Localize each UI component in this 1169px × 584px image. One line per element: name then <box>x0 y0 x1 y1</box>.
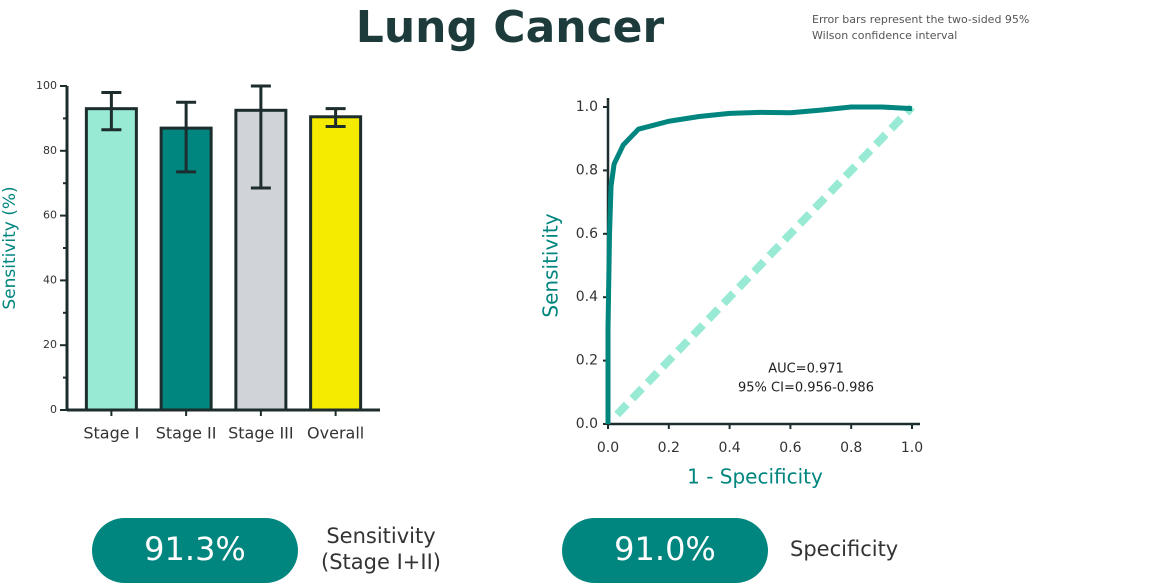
error-bar <box>101 90 122 132</box>
y-tick-label: 0.8 <box>576 162 598 178</box>
error-bar <box>176 100 197 174</box>
x-tick-label: 1.0 <box>901 440 923 456</box>
stat-value: 91.0% <box>614 530 716 568</box>
y-tick-label: 40 <box>43 273 57 286</box>
x-tick-label: Stage II <box>156 424 217 443</box>
stat-pill <box>562 518 768 583</box>
annotation: 95% CI=0.956-0.986 <box>738 381 874 396</box>
y-tick-label: 60 <box>43 209 57 222</box>
title: Lung Cancer <box>356 2 665 53</box>
stat-pill <box>92 518 298 583</box>
note: Error bars represent the two-sided 95% W… <box>812 13 1030 42</box>
stat-label: (Stage I+II) <box>321 550 441 574</box>
annotation: AUC=0.971 <box>768 362 844 377</box>
x-tick-label: Overall <box>307 424 364 443</box>
x-tick-label: 0.0 <box>597 440 619 456</box>
y-tick-label: 100 <box>36 79 57 92</box>
x-tick-label: Stage I <box>83 424 139 443</box>
y-axis-label: Sensitivity (%) <box>0 186 20 309</box>
stat-label: Specificity <box>790 537 898 561</box>
error-bar <box>325 107 346 128</box>
x-tick-label: 0.6 <box>779 440 801 456</box>
stat-value: 91.3% <box>144 530 246 568</box>
y-tick-label: 80 <box>43 144 57 157</box>
stat-label: Sensitivity <box>326 524 435 548</box>
x-axis-label: 1 - Specificity <box>687 465 823 489</box>
y-tick-label: 1.0 <box>576 99 598 115</box>
x-tick-label: 0.8 <box>840 440 862 456</box>
x-tick-label: Stage III <box>228 424 293 443</box>
y-tick-label: 20 <box>43 338 57 351</box>
y-tick-label: 0.4 <box>576 289 598 305</box>
y-tick-label: 0 <box>50 403 57 416</box>
error-bar <box>250 84 271 190</box>
x-tick-label: 0.4 <box>718 440 740 456</box>
x-tick-label: 0.2 <box>658 440 680 456</box>
note-box: Error bars represent the two-sided 95% W… <box>812 13 1030 42</box>
y-tick-label: 0.6 <box>576 226 598 242</box>
y-tick-label: 0.0 <box>576 416 598 432</box>
line <box>605 104 913 424</box>
bar <box>84 107 138 412</box>
y-tick-label: 0.2 <box>576 353 598 369</box>
bar <box>309 115 363 412</box>
y-axis-label: Sensitivity <box>539 213 563 317</box>
line <box>614 104 915 418</box>
